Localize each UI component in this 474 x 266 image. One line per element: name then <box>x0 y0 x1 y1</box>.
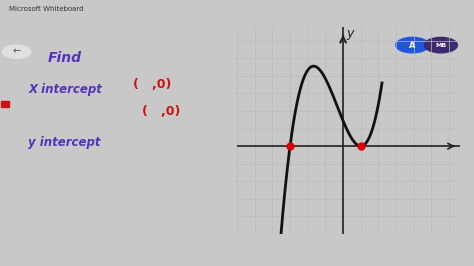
Text: Find: Find <box>47 51 82 65</box>
Text: MB: MB <box>435 43 447 48</box>
Circle shape <box>396 38 429 53</box>
Text: y: y <box>346 27 354 40</box>
Text: ←: ← <box>12 47 21 57</box>
Text: (   ,0): ( ,0) <box>142 105 181 118</box>
Circle shape <box>424 38 457 53</box>
Text: Microsoft Whiteboard: Microsoft Whiteboard <box>9 6 84 12</box>
Bar <box>1 101 9 107</box>
Text: X intercept: X intercept <box>28 83 102 96</box>
Text: y intercept: y intercept <box>28 136 101 149</box>
Circle shape <box>2 45 31 58</box>
Text: (   ,0): ( ,0) <box>133 78 171 91</box>
Text: A: A <box>409 41 416 50</box>
